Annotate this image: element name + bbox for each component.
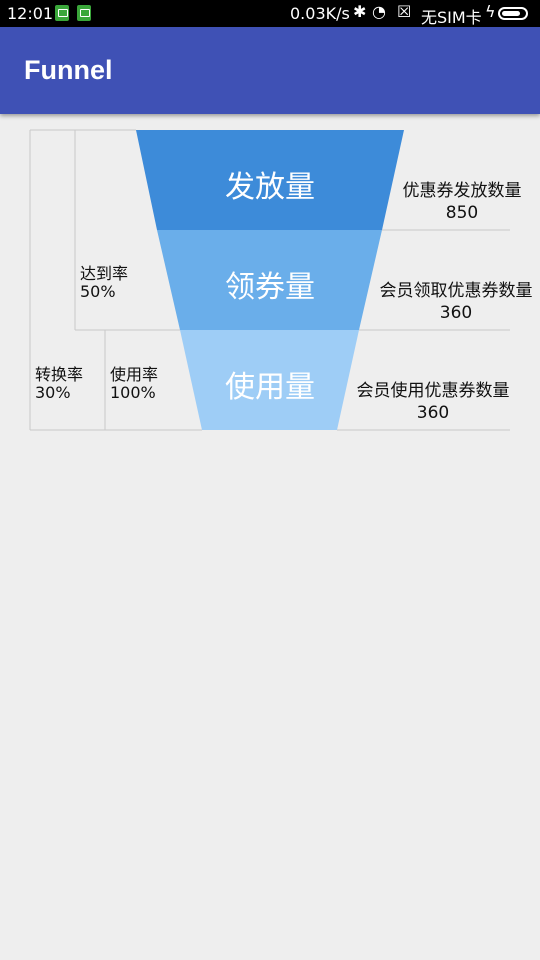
sim-status: 无SIM卡 xyxy=(421,8,482,27)
funnel-segment-label: 发放量 xyxy=(225,170,315,205)
funnel-segment-label: 领券量 xyxy=(225,270,315,305)
description-text: 会员使用优惠券数量 xyxy=(356,381,510,401)
funnel-segment-3 xyxy=(180,330,359,430)
funnel-segments xyxy=(136,130,404,430)
description-text: 会员领取优惠券数量 xyxy=(379,281,533,301)
status-bar: 12:01 0.03K/s ✱ ◔ ☒ 无SIM卡 ϟ xyxy=(0,0,540,27)
page-title: Funnel xyxy=(24,55,113,85)
status-time: 12:01 xyxy=(7,4,54,23)
rate-value: 30% xyxy=(35,383,71,402)
android-icon xyxy=(77,5,91,21)
funnel-segment-description: 会员使用优惠券数量 360 xyxy=(343,380,523,424)
rate-value: 100% xyxy=(110,383,156,402)
network-speed: 0.03K/s xyxy=(290,4,350,23)
rate-label: 使用率 100% xyxy=(110,366,158,402)
description-value: 360 xyxy=(439,303,473,323)
funnel-segment-description: 会员领取优惠券数量 360 xyxy=(366,280,540,324)
battery-icon xyxy=(498,7,528,20)
funnel-chart xyxy=(29,129,510,431)
description-text: 优惠券发放数量 xyxy=(402,181,522,201)
rate-value: 50% xyxy=(80,282,116,301)
wifi-icon: ◔ xyxy=(372,2,386,21)
charging-icon: ϟ xyxy=(485,2,496,21)
bluetooth-icon: ✱ xyxy=(353,2,367,21)
rate-name: 转换率 xyxy=(35,365,84,384)
funnel-segment-2 xyxy=(157,230,382,330)
rate-label: 转换率 30% xyxy=(35,366,83,402)
funnel-segment-1 xyxy=(136,130,404,230)
app-bar: Funnel xyxy=(0,27,540,114)
description-value: 850 xyxy=(445,203,479,223)
funnel-segment-label: 使用量 xyxy=(225,370,315,405)
no-sim-icon: ☒ xyxy=(397,2,412,21)
funnel-segment-description: 优惠券发放数量 850 xyxy=(372,180,540,224)
sd-card-icon xyxy=(55,5,69,21)
description-value: 360 xyxy=(416,403,450,423)
rate-label: 达到率 50% xyxy=(80,265,128,301)
rate-name: 达到率 xyxy=(80,264,129,283)
rate-name: 使用率 xyxy=(110,365,159,384)
funnel-guide-lines xyxy=(29,129,510,431)
